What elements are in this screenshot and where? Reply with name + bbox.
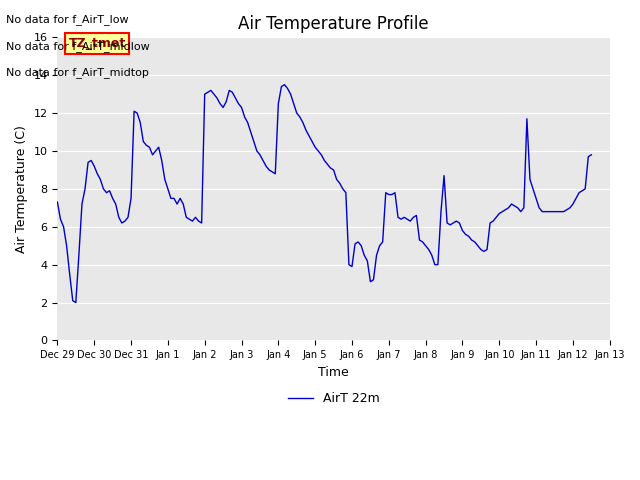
AirT 22m <box>54 199 61 205</box>
Y-axis label: Air Termperature (C): Air Termperature (C) <box>15 125 28 253</box>
Line: AirT 22m: AirT 22m <box>58 84 591 302</box>
AirT 22m <box>244 120 252 125</box>
AirT 22m <box>511 203 518 209</box>
X-axis label: Time: Time <box>318 366 349 379</box>
AirT 22m <box>72 300 79 305</box>
AirT 22m <box>210 91 218 97</box>
AirT 22m <box>456 220 463 226</box>
Title: Air Temperature Profile: Air Temperature Profile <box>238 15 429 33</box>
Text: No data for f_AirT_low: No data for f_AirT_low <box>6 14 129 25</box>
AirT 22m <box>100 186 108 192</box>
AirT 22m <box>410 215 417 220</box>
Text: TZ_tmet: TZ_tmet <box>68 37 125 50</box>
Text: No data for f_AirT_midlow: No data for f_AirT_midlow <box>6 41 150 52</box>
Text: No data for f_AirT_midtop: No data for f_AirT_midtop <box>6 67 149 78</box>
AirT 22m <box>588 152 595 157</box>
Legend: AirT 22m: AirT 22m <box>283 387 385 410</box>
AirT 22m <box>281 82 289 87</box>
